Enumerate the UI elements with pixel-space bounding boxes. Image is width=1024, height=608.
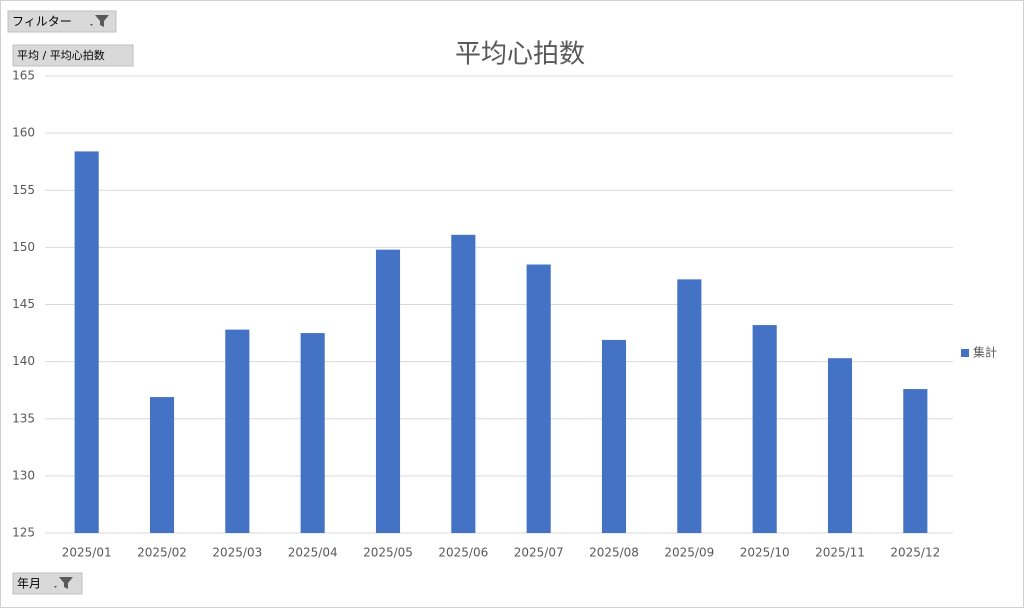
x-tick-label: 2025/07 (514, 546, 564, 560)
y-tick-label: 145 (12, 297, 35, 311)
bar (225, 329, 250, 533)
x-tick-label: 2025/03 (212, 546, 262, 560)
bar (903, 389, 928, 533)
x-tick-label: 2025/08 (589, 546, 639, 560)
x-tick-label: 2025/11 (815, 546, 865, 560)
y-tick-label: 150 (12, 240, 35, 254)
button-bg (12, 44, 134, 67)
axis-field-button[interactable]: 年月 (12, 572, 83, 595)
x-tick-label: 2025/02 (137, 546, 187, 560)
y-tick-label: 130 (12, 468, 35, 482)
y-tick-label: 155 (12, 183, 35, 197)
value-field-button[interactable]: 平均 / 平均心拍数 (12, 44, 134, 67)
y-tick-label: 160 (12, 126, 35, 140)
bar (526, 264, 551, 533)
y-tick-label: 125 (12, 526, 35, 540)
bar (375, 249, 401, 533)
button-label: 平均 / 平均心拍数 (17, 48, 105, 62)
x-tick-label: 2025/01 (62, 546, 112, 560)
bar (451, 234, 476, 533)
bar (300, 333, 325, 533)
y-tick-label: 165 (12, 69, 35, 83)
button-label: 年月 (17, 577, 41, 591)
x-tick-label: 2025/10 (740, 546, 790, 560)
bar (149, 397, 175, 533)
filter-icon (90, 15, 109, 27)
bar (752, 325, 777, 533)
bar (74, 151, 99, 533)
filter-button[interactable]: フィルター (7, 10, 117, 33)
y-tick-label: 135 (12, 411, 35, 425)
x-tick-label: 2025/05 (363, 546, 413, 560)
x-tick-label: 2025/06 (438, 546, 488, 560)
legend-swatch (961, 349, 969, 357)
legend-label: 集計 (973, 345, 997, 360)
x-tick-label: 2025/12 (890, 546, 940, 560)
button-bg (7, 10, 117, 33)
bar (677, 279, 702, 533)
x-tick-label: 2025/04 (288, 546, 338, 560)
chart-title: 平均心拍数 (455, 40, 585, 70)
bar (601, 339, 627, 533)
y-tick-label: 140 (12, 354, 35, 368)
bar (827, 358, 853, 533)
filter-icon (54, 577, 73, 589)
button-label: フィルター (12, 15, 72, 29)
x-tick-label: 2025/09 (664, 546, 714, 560)
